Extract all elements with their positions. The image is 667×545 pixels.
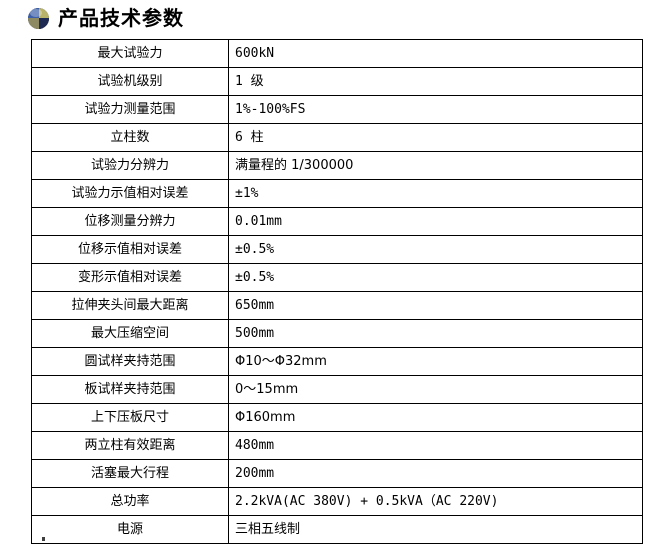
spec-value: 200mm — [228, 459, 643, 488]
spec-label: 最大压缩空间 — [31, 319, 229, 348]
table-row: 圆试样夹持范围 Φ10～Φ32mm — [31, 347, 643, 376]
spec-label: 板试样夹持范围 — [31, 375, 229, 404]
sphere-icon — [28, 7, 49, 29]
spec-label: 位移示值相对误差 — [31, 235, 229, 264]
spec-value: 三相五线制 — [228, 515, 643, 544]
table-row: 最大试验力 600kN — [31, 39, 643, 68]
spec-value: 600kN — [228, 39, 643, 68]
spec-table-container: 最大试验力 600kN 试验机级别 1 级试验力测量范围 1%-100%FS 立柱数 6 柱… — [31, 39, 643, 544]
spec-label: 试验机级别 — [31, 67, 229, 96]
page-header: 产品技术参数 — [0, 0, 667, 36]
spec-label: 试验力分辨力 — [31, 151, 229, 180]
spec-table: 最大试验力 600kN 试验机级别 1 级试验力测量范围 1%-100%FS 立柱数 6 柱… — [31, 39, 643, 544]
table-row: 板试样夹持范围 0～15mm — [31, 375, 643, 404]
table-row: 总功率 2.2kVA(AC 380V) + 0.5kVA（AC 220V) — [31, 487, 643, 516]
spec-value: 0.01mm — [228, 207, 643, 236]
spec-value: 满量程的 1/300000 — [228, 151, 643, 180]
table-row: 试验力示值相对误差 ±1% — [31, 179, 643, 208]
spec-label: 立柱数 — [31, 123, 229, 152]
spec-label: 两立柱有效距离 — [31, 431, 229, 460]
table-row: 拉伸夹头间最大距离 650mm — [31, 291, 643, 320]
spec-value: ±0.5% — [228, 263, 643, 292]
table-row: 最大压缩空间 500mm — [31, 319, 643, 348]
spec-value: 6 柱 — [228, 123, 643, 152]
spec-value: 650mm — [228, 291, 643, 320]
spec-value: ±0.5% — [228, 235, 643, 264]
spec-label: 拉伸夹头间最大距离 — [31, 291, 229, 320]
table-row: 两立柱有效距离 480mm — [31, 431, 643, 460]
spec-value: 1%-100%FS — [228, 95, 643, 124]
spec-label: 圆试样夹持范围 — [31, 347, 229, 376]
spec-value: Φ160mm — [228, 403, 643, 432]
table-row: 试验力分辨力 满量程的 1/300000 — [31, 151, 643, 180]
spec-label: 试验力示值相对误差 — [31, 179, 229, 208]
spec-value: 500mm — [228, 319, 643, 348]
spec-label: 试验力测量范围 — [31, 95, 229, 124]
spec-value: 2.2kVA(AC 380V) + 0.5kVA（AC 220V) — [228, 487, 643, 516]
spec-value: 480mm — [228, 431, 643, 460]
spec-value: 1 级 — [228, 67, 643, 96]
sphere-highlight — [30, 8, 42, 17]
table-row: 电源 三相五线制 — [31, 515, 643, 544]
table-row: 上下压板尺寸 Φ160mm — [31, 403, 643, 432]
spec-label: 电源 — [31, 515, 229, 544]
table-row: 位移示值相对误差 ±0.5% — [31, 235, 643, 264]
table-row: 立柱数 6 柱 — [31, 123, 643, 152]
table-row: 位移测量分辨力 0.01mm — [31, 207, 643, 236]
table-row: 活塞最大行程 200mm — [31, 459, 643, 488]
spec-label: 活塞最大行程 — [31, 459, 229, 488]
spec-label: 总功率 — [31, 487, 229, 516]
spec-value: 0～15mm — [228, 375, 643, 404]
spec-table-body: 最大试验力 600kN 试验机级别 1 级试验力测量范围 1%-100%FS 立柱数 6 柱… — [31, 39, 643, 544]
spec-label: 位移测量分辨力 — [31, 207, 229, 236]
footer-artifact-mark — [42, 537, 45, 541]
spec-label: 上下压板尺寸 — [31, 403, 229, 432]
sphere-quadrant-bottom-left — [28, 18, 39, 29]
sphere-quadrant-bottom-right — [38, 18, 49, 29]
table-row: 试验力测量范围 1%-100%FS — [31, 95, 643, 124]
sphere-quadrant-top-left — [28, 7, 39, 18]
table-row: 试验机级别 1 级 — [31, 67, 643, 96]
spec-label: 变形示值相对误差 — [31, 263, 229, 292]
table-row: 变形示值相对误差 ±0.5% — [31, 263, 643, 292]
sphere-quadrant-top-right — [38, 7, 49, 18]
spec-value: Φ10～Φ32mm — [228, 347, 643, 376]
page-title: 产品技术参数 — [58, 6, 184, 30]
spec-value: ±1% — [228, 179, 643, 208]
spec-label: 最大试验力 — [31, 39, 229, 68]
